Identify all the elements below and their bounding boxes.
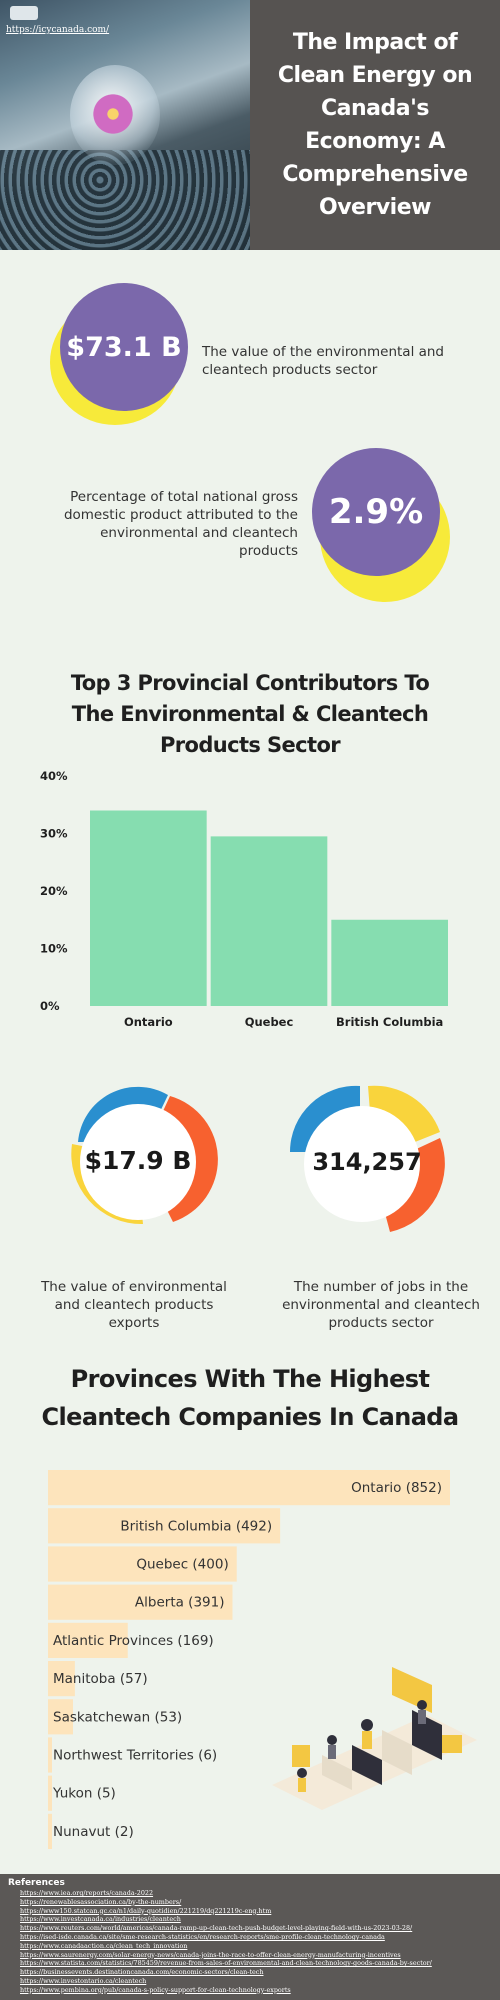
y-tick-label: 40% — [40, 769, 68, 783]
reference-link[interactable]: https://www.pembina.org/pub/canada-s-pol… — [20, 1986, 492, 1995]
hbar-label: Ontario (852) — [351, 1480, 442, 1496]
step-shape — [322, 1755, 352, 1790]
hbar-nunavut — [48, 1813, 52, 1849]
water-splash-image — [0, 150, 250, 250]
references-title: References — [8, 1878, 65, 1888]
reference-link[interactable]: https://www.saurenergy.com/solar-energy-… — [20, 1951, 492, 1960]
hbar-manitoba — [48, 1661, 75, 1697]
reference-link[interactable]: https://businessevents.destinationcanada… — [20, 1968, 492, 1977]
gdp-share-circle: 2.9% — [312, 448, 440, 576]
donut-blue-segment — [290, 1085, 360, 1152]
header: https://icycanada.com/ The Impact of Cle… — [0, 0, 500, 250]
jobs-donut — [290, 1085, 445, 1232]
reference-link[interactable]: https://www150.statcan.gc.ca/n1/daily-qu… — [20, 1907, 492, 1916]
bar-chart-title: Top 3 Provincial Contributors To The Env… — [70, 671, 430, 757]
reference-link[interactable]: https://renewablesassociation.ca/by-the-… — [20, 1898, 492, 1907]
provincial-contributors-bar-chart: 0% 10% 20% 30% 40% Ontario Quebec British Colum… — [40, 769, 448, 1029]
sector-value-caption: The value of the environmental and clean… — [202, 344, 445, 378]
person-figure — [362, 1731, 372, 1749]
hbar-label: Alberta (391) — [135, 1595, 225, 1611]
hbar-yukon — [48, 1775, 52, 1811]
site-url-link[interactable]: https://icycanada.com/ — [6, 25, 110, 35]
x-category-label: British Columbia — [336, 1015, 443, 1029]
hbar-chart-title: Provinces With The Highest Cleantech Com… — [41, 1365, 460, 1431]
hbar-label: Manitoba (57) — [53, 1671, 148, 1687]
exports-donut — [71, 1086, 218, 1225]
people-on-stairs-illustration — [272, 1667, 477, 1810]
person-figure — [328, 1745, 336, 1759]
person-figure — [298, 1778, 306, 1792]
hbar-alberta — [48, 1584, 233, 1620]
header-title-panel — [250, 0, 500, 250]
hbar-label: Yukon (5) — [52, 1786, 116, 1802]
donut-yellow-segment — [368, 1085, 440, 1144]
donut-center — [304, 1106, 420, 1222]
exports-value: $17.9 B — [84, 1146, 192, 1175]
step-shape — [382, 1730, 412, 1775]
sector-value-circle: $73.1 B — [60, 283, 188, 411]
hbar-label: Saskatchewan (53) — [53, 1709, 182, 1725]
bar-british-columbia — [331, 919, 448, 1006]
hbar-saskatchewan — [48, 1699, 74, 1735]
y-tick-label: 20% — [40, 884, 68, 898]
y-tick-label: 0% — [40, 999, 60, 1013]
cleantech-companies-bar-chart: Ontario (852) British Columbia (492) Quebe… — [48, 1470, 450, 1849]
hbar-ontario — [48, 1470, 450, 1506]
references-list: https://www.iea.org/reports/canada-2022 … — [8, 1889, 492, 1995]
reference-link[interactable]: https://ised-isde.canada.ca/site/sme-res… — [20, 1933, 492, 1942]
y-tick-label: 30% — [40, 827, 68, 841]
page-title: The Impact of Clean Energy on Canada's E… — [277, 30, 473, 220]
step-shape — [352, 1745, 382, 1785]
hbar-british-columbia — [48, 1508, 281, 1544]
exports-caption: The value of environmental and cleantech… — [41, 1279, 227, 1331]
hbar-atlantic-provinces — [48, 1622, 128, 1658]
person-figure — [297, 1768, 307, 1778]
header-lightbulb-photo — [0, 0, 250, 250]
hbar-northwest-territories — [48, 1737, 52, 1773]
references-section: References https://www.iea.org/reports/c… — [0, 1874, 500, 2000]
jobs-caption: The number of jobs in the environmental … — [282, 1279, 480, 1331]
sector-value: $73.1 B — [66, 331, 182, 363]
y-tick-label: 10% — [40, 942, 68, 956]
crate-shape — [442, 1735, 462, 1753]
hbar-label: Northwest Territories (6) — [53, 1748, 217, 1764]
reference-link[interactable]: https://www.investontario.ca/cleantech — [20, 1977, 492, 1986]
person-figure — [417, 1700, 427, 1710]
jobs-value: 314,257 — [312, 1148, 422, 1176]
crate-shape — [292, 1745, 310, 1767]
reference-link[interactable]: https://www.iea.org/reports/canada-2022 — [20, 1889, 492, 1898]
person-figure — [327, 1735, 337, 1745]
reference-link[interactable]: https://www.statista.com/statistics/7854… — [20, 1959, 492, 1968]
hbar-label: Atlantic Provinces (169) — [53, 1633, 214, 1649]
bar-quebec — [210, 836, 328, 1006]
reference-link[interactable]: https://www.investcanada.ca/industries/c… — [20, 1915, 492, 1924]
hbar-quebec — [48, 1546, 237, 1582]
x-category-label: Ontario — [124, 1015, 173, 1029]
hbar-label: British Columbia (492) — [120, 1518, 272, 1534]
site-logo — [10, 6, 38, 20]
bar-ontario — [90, 810, 207, 1006]
x-category-label: Quebec — [245, 1015, 294, 1029]
hbar-label: Quebec (400) — [136, 1557, 228, 1573]
person-figure — [418, 1710, 426, 1724]
gdp-share-value: 2.9% — [328, 492, 424, 532]
person-figure — [361, 1719, 373, 1731]
donut-center — [80, 1104, 196, 1220]
reference-link[interactable]: https://www.reuters.com/world/americas/c… — [20, 1924, 492, 1933]
reference-link[interactable]: https://www.canadaaction.ca/clean_tech_i… — [20, 1942, 492, 1951]
hbar-label: Nunavut (2) — [53, 1824, 134, 1840]
gdp-share-caption: Percentage of total national gross domes… — [63, 489, 298, 559]
flower-image — [88, 92, 138, 136]
